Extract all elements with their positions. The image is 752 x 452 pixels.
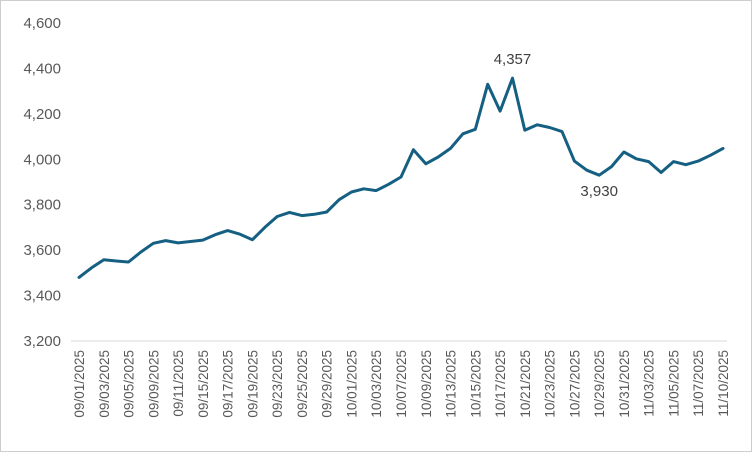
x-axis-tick-label: 10/07/2025 <box>394 350 409 418</box>
y-axis-tick-label: 3,200 <box>23 333 61 350</box>
y-axis-tick-label: 4,200 <box>23 106 61 123</box>
data-label-4357: 4,357 <box>494 51 532 68</box>
x-axis-tick-label: 11/03/2025 <box>642 350 657 417</box>
x-axis-tick-label: 11/07/2025 <box>691 350 706 417</box>
y-axis-tick-label: 3,800 <box>23 197 61 214</box>
y-axis-tick-label: 4,000 <box>23 151 61 168</box>
data-label-3930: 3,930 <box>580 183 618 200</box>
x-axis-tick-label: 09/17/2025 <box>221 350 236 418</box>
x-axis-tick-label: 10/13/2025 <box>444 350 459 418</box>
y-axis-tick-label: 4,600 <box>23 15 61 32</box>
x-axis-tick-label: 09/03/2025 <box>97 350 112 418</box>
x-axis-tick-label: 09/23/2025 <box>270 350 285 418</box>
x-axis-tick-label: 10/27/2025 <box>567 350 582 418</box>
x-axis-tick-label: 10/03/2025 <box>369 350 384 418</box>
series-line <box>77 76 725 279</box>
y-axis-tick-label: 3,400 <box>23 288 61 305</box>
y-axis-tick-label: 3,600 <box>23 242 61 259</box>
x-axis-tick-label: 09/25/2025 <box>295 350 310 418</box>
x-axis-tick-label: 10/17/2025 <box>493 350 508 418</box>
x-axis-tick-label: 09/05/2025 <box>122 350 137 418</box>
x-axis-tick-label: 10/15/2025 <box>468 350 483 418</box>
x-axis-tick-label: 10/01/2025 <box>344 350 359 418</box>
x-axis-tick-label: 09/15/2025 <box>196 350 211 418</box>
x-axis-tick-label: 09/09/2025 <box>146 350 161 418</box>
x-axis-tick-label: 10/31/2025 <box>617 350 632 418</box>
x-axis-tick-label: 10/21/2025 <box>518 350 533 418</box>
x-axis-tick-label: 09/11/2025 <box>171 350 186 417</box>
x-axis-tick-label: 09/19/2025 <box>245 350 260 418</box>
x-axis-tick-label: 09/29/2025 <box>320 350 335 418</box>
x-axis-tick-label: 10/29/2025 <box>592 350 607 418</box>
x-axis-tick-label: 10/09/2025 <box>419 350 434 418</box>
x-axis-tick-label: 10/23/2025 <box>543 350 558 418</box>
x-axis-tick-label: 11/05/2025 <box>666 350 681 417</box>
y-axis-tick-label: 4,400 <box>23 60 61 77</box>
x-axis-tick-label: 09/01/2025 <box>72 350 87 418</box>
x-axis-tick-label: 11/10/2025 <box>716 350 731 417</box>
